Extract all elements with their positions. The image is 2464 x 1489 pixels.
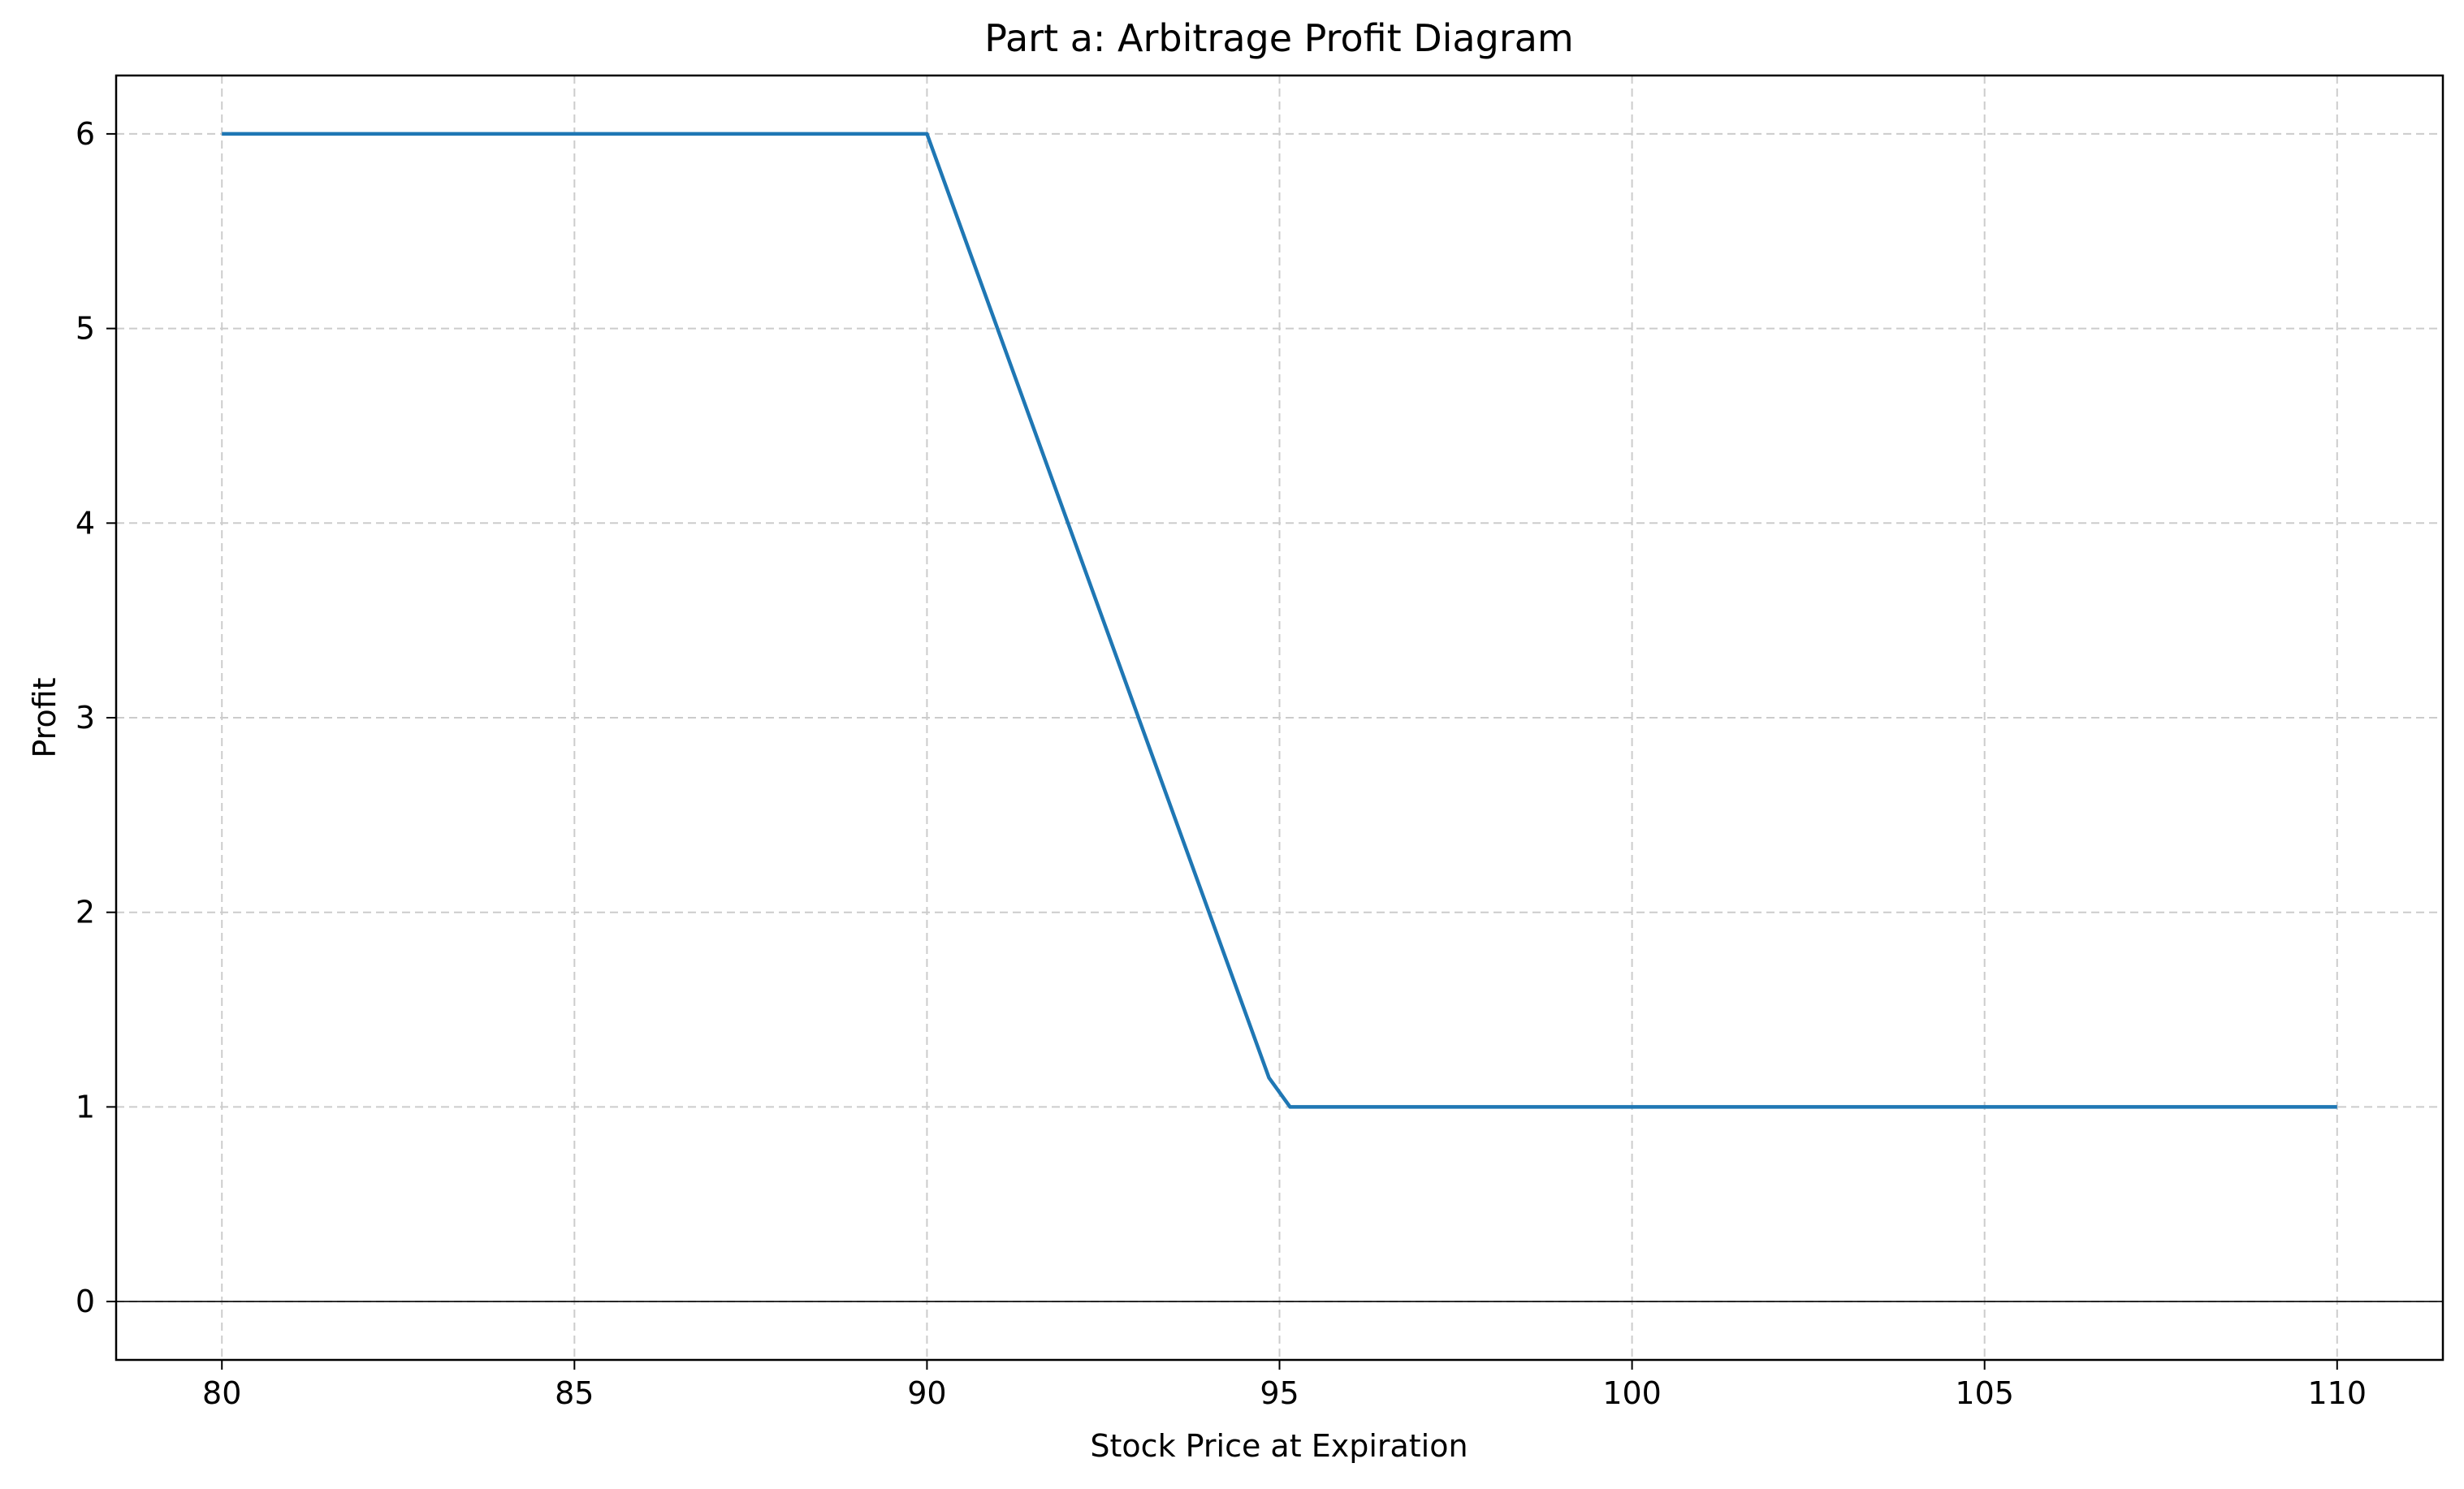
x-tick-label: 80 (202, 1375, 241, 1411)
series-layer (222, 132, 2337, 1109)
x-tick-label: 95 (1260, 1375, 1299, 1411)
x-tick-label: 100 (1602, 1375, 1662, 1411)
y-axis-label: Profit (27, 677, 63, 757)
x-tick-label: 110 (2308, 1375, 2367, 1411)
chart-title: Part a: Arbitrage Profit Diagram (984, 16, 1573, 60)
x-tick-label: 90 (907, 1375, 946, 1411)
y-tick-label: 1 (76, 1089, 95, 1124)
y-axis-ticks: 0 1 2 3 4 5 6 (76, 116, 116, 1319)
x-axis-label: Stock Price at Expiration (1090, 1428, 1468, 1464)
y-tick-label: 3 (76, 700, 95, 736)
x-tick-label: 105 (1955, 1375, 2014, 1411)
y-tick-label: 4 (76, 505, 95, 541)
y-tick-label: 0 (76, 1284, 95, 1319)
y-tick-label: 5 (76, 311, 95, 347)
grid (116, 76, 2443, 1360)
profit-line (222, 132, 2337, 1109)
y-tick-label: 6 (76, 116, 95, 152)
x-tick-label: 85 (555, 1375, 594, 1411)
y-tick-label: 2 (76, 895, 95, 930)
x-axis-ticks: 80 85 90 95 100 105 110 (202, 1360, 2367, 1411)
